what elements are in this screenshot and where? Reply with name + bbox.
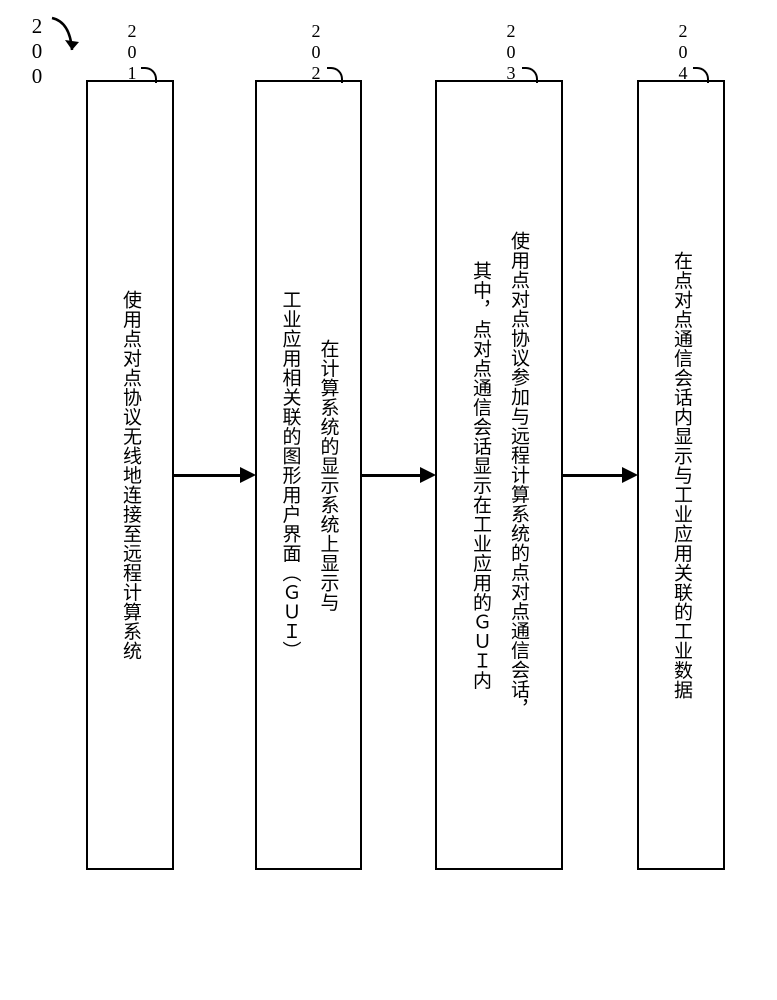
flowchart-canvas: 200 201 使用点对点协议无线地连接至远程计算系统 202 在计算系统的显示…	[0, 0, 777, 1000]
step-203: 使用点对点协议参加与远程计算系统的点对点通信会话， 其中，点对点通信会话显示在工…	[435, 80, 563, 870]
arrow-2-line	[362, 474, 420, 477]
callout-203: 203	[500, 21, 521, 84]
step-202-text: 在计算系统的显示系统上显示与 工业应用相关联的图形用户界面（ＧＵＩ）	[271, 290, 347, 661]
callout-202: 202	[305, 21, 326, 84]
step-201-text: 使用点对点协议无线地连接至远程计算系统	[111, 290, 149, 661]
arrow-3-head-icon	[622, 467, 638, 483]
arrow-2-head-icon	[420, 467, 436, 483]
callout-201: 201	[121, 21, 142, 84]
arrow-3-line	[563, 474, 622, 477]
arrow-1-line	[174, 474, 240, 477]
step-204: 在点对点通信会话内显示与工业应用关联的工业数据	[637, 80, 725, 870]
step-201: 使用点对点协议无线地连接至远程计算系统	[86, 80, 174, 870]
figure-number: 200	[24, 14, 49, 89]
step-202: 在计算系统的显示系统上显示与 工业应用相关联的图形用户界面（ＧＵＩ）	[255, 80, 362, 870]
figure-arrow-icon	[48, 14, 88, 69]
step-204-text: 在点对点通信会话内显示与工业应用关联的工业数据	[662, 251, 700, 700]
arrow-1-head-icon	[240, 467, 256, 483]
callout-204: 204	[672, 21, 693, 84]
step-203-text: 使用点对点协议参加与远程计算系统的点对点通信会话， 其中，点对点通信会话显示在工…	[461, 231, 537, 719]
